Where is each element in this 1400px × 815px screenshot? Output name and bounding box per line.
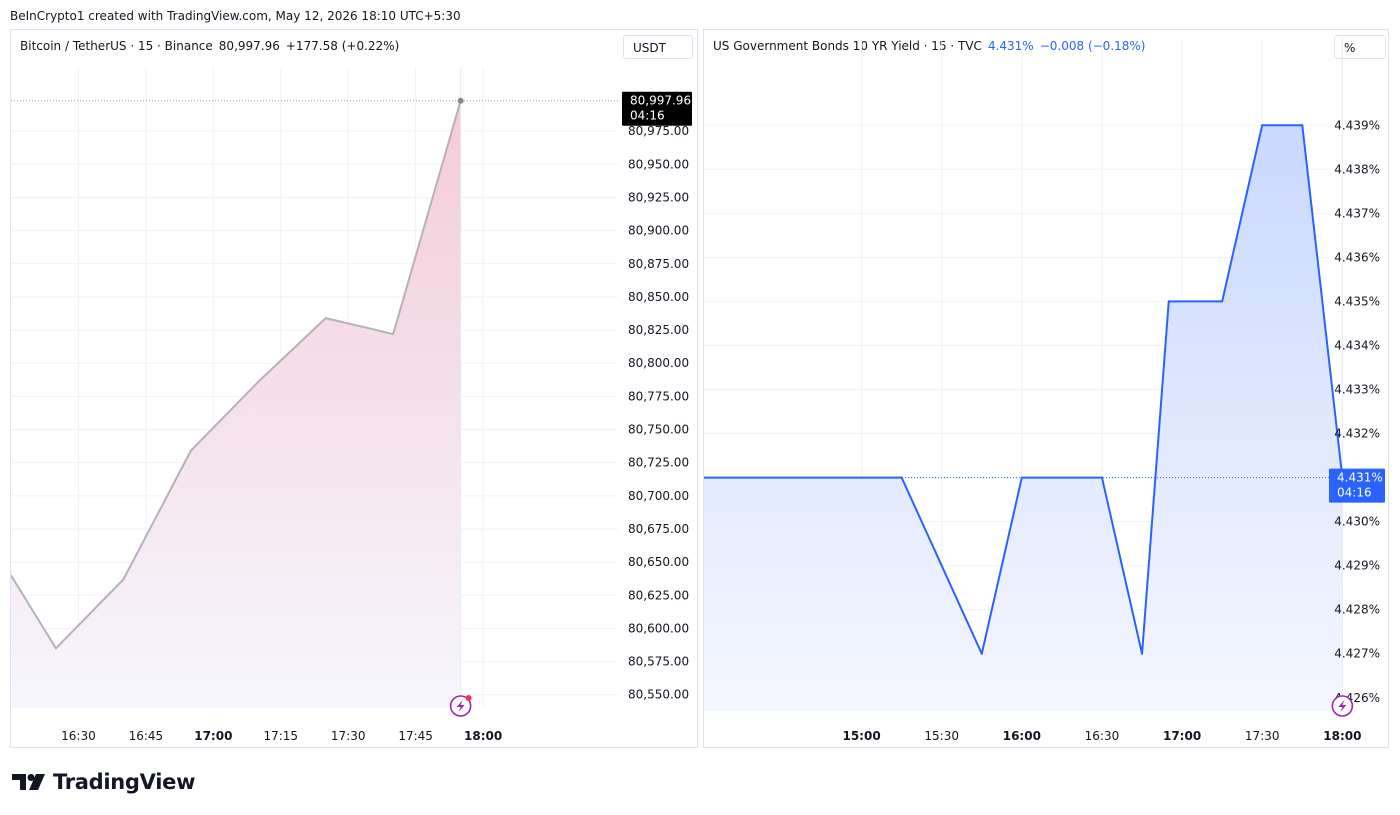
y-tick-label: 80,975.00 (628, 124, 689, 138)
y-tick-label: 80,925.00 (628, 190, 689, 204)
btc-legend: Bitcoin / TetherUS · 15 · Binance 80,997.… (20, 39, 399, 53)
y-tick-label: 80,650.00 (628, 555, 689, 569)
price-tag-value: 4.431% (1337, 471, 1383, 485)
y-tick-label: 4.436% (1334, 250, 1380, 264)
series-segment (392, 99, 462, 336)
btc-unit-button[interactable]: USDT (623, 35, 693, 59)
y-tick-label: 80,700.00 (628, 489, 689, 503)
tradingview-logo[interactable]: TradingView (12, 769, 195, 795)
x-tick-label: 16:00 (1003, 729, 1041, 743)
last-price-dot (457, 97, 464, 104)
x-tick-label: 15:00 (842, 729, 880, 743)
y-tick-label: 80,575.00 (628, 655, 689, 669)
y-tick-label: 4.437% (1334, 206, 1380, 220)
btc-chart-panel[interactable]: Bitcoin / TetherUS · 15 · Binance 80,997.… (10, 29, 698, 748)
y-tick-label: 80,600.00 (628, 621, 689, 635)
lightning-icon[interactable] (449, 695, 472, 717)
area-fill (704, 125, 1343, 712)
y-tick-label: 80,775.00 (628, 389, 689, 403)
series-segment (324, 317, 395, 336)
x-tick-label: 17:00 (194, 729, 232, 743)
y-tick-label: 4.438% (1334, 162, 1380, 176)
series-segment (1221, 124, 1264, 303)
series-segment (122, 449, 192, 581)
x-tick-label: 18:00 (1323, 729, 1361, 743)
y-tick-label: 4.430% (1334, 515, 1380, 529)
series-segment (1100, 476, 1144, 655)
series-segment (189, 380, 260, 452)
bond-change: −0.008 (−0.18%) (1039, 39, 1146, 53)
bond-chart-panel[interactable]: US Government Bonds 10 YR Yield · 15 · T… (703, 29, 1389, 748)
y-tick-label: 80,725.00 (628, 456, 689, 470)
price-tag: 4.431%04:16 (1329, 468, 1385, 503)
y-tick-label: 80,625.00 (628, 588, 689, 602)
x-tick-label: 17:30 (331, 729, 366, 743)
series-segment (1141, 300, 1170, 655)
price-tag-countdown: 04:16 (1337, 486, 1372, 500)
btc-change: +177.58 (+0.22%) (285, 39, 400, 53)
btc-last-price: 80,997.96 (218, 39, 280, 53)
y-tick-label: 4.432% (1334, 427, 1380, 441)
bond-symbol-label[interactable]: US Government Bonds 10 YR Yield · 15 · T… (713, 39, 982, 53)
btc-symbol-label[interactable]: Bitcoin / TetherUS · 15 · Binance (20, 39, 213, 53)
y-tick-label: 4.439% (1334, 118, 1380, 132)
y-tick-label: 80,950.00 (628, 157, 689, 171)
y-tick-label: 80,750.00 (628, 423, 689, 437)
y-tick-label: 80,850.00 (628, 290, 689, 304)
price-tag-box (1329, 468, 1385, 503)
series-segment (900, 476, 983, 655)
bond-area-chart[interactable]: 4.426%4.427%4.428%4.429%4.430%4.431%4.43… (704, 30, 1388, 747)
lightning-icon[interactable] (1331, 695, 1354, 717)
y-tick-label: 4.428% (1334, 603, 1380, 617)
y-tick-label: 4.434% (1334, 338, 1380, 352)
x-tick-label: 15:30 (924, 729, 959, 743)
x-tick-label: 18:00 (464, 729, 502, 743)
price-tag-value: 80,997.96 (630, 94, 691, 108)
btc-area-chart[interactable]: 80,550.00 80,575.00 80,600.00 80,625.00 80,6… (11, 30, 697, 747)
x-tick-label: 16:45 (129, 729, 164, 743)
x-tick-label: 17:15 (263, 729, 298, 743)
x-tick-label: 17:45 (398, 729, 433, 743)
y-tick-label: 80,875.00 (628, 257, 689, 271)
x-tick-label: 16:30 (1085, 729, 1120, 743)
area-fill (11, 100, 461, 709)
y-tick-label: 4.429% (1334, 559, 1380, 573)
series-segment (54, 578, 125, 650)
y-tick-label: 80,900.00 (628, 224, 689, 238)
brand-name: TradingView (53, 770, 196, 794)
y-tick-label: 4.427% (1334, 647, 1380, 661)
x-tick-label: 16:30 (61, 729, 96, 743)
tradingview-logo-icon (12, 774, 45, 790)
y-tick-label: 80,800.00 (628, 356, 689, 370)
y-tick-label: 4.435% (1334, 294, 1380, 308)
chart-caption: BeInCrypto1 created with TradingView.com… (10, 9, 461, 23)
y-tick-label: 4.433% (1334, 383, 1380, 397)
series-segment (11, 574, 57, 650)
y-tick-label: 80,550.00 (628, 688, 689, 702)
price-tag-box (622, 91, 692, 126)
series-segment (257, 317, 327, 383)
x-tick-label: 17:30 (1245, 729, 1280, 743)
price-tag-countdown: 04:16 (630, 109, 665, 123)
series-segment (980, 476, 1023, 655)
series-segment (1301, 124, 1344, 479)
y-tick-label: 80,825.00 (628, 323, 689, 337)
x-tick-label: 17:00 (1163, 729, 1201, 743)
y-tick-label: 80,675.00 (628, 522, 689, 536)
